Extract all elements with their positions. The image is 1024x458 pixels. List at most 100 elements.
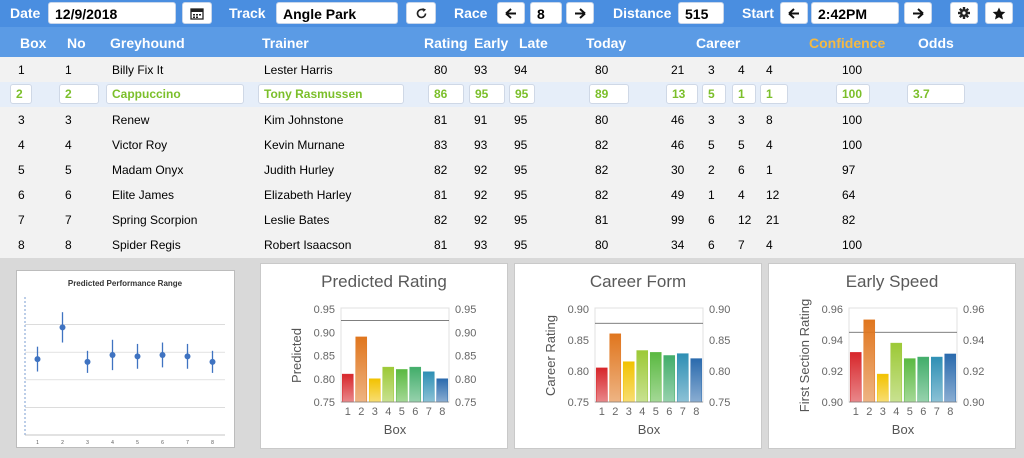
x-tick-label: 2 — [358, 406, 364, 418]
tick-label: 3 — [86, 440, 89, 446]
table-row[interactable]: 6 6 Elite James Elizabeth Harley 81 92 9… — [0, 182, 1024, 207]
cell-trainer: Tony Rasmussen — [258, 84, 404, 104]
cell-today: 82 — [595, 138, 609, 152]
y2-tick-label: 0.90 — [455, 327, 476, 339]
bar — [690, 358, 703, 403]
col-no[interactable]: No — [67, 35, 86, 51]
cell-greyhound: Victor Roy — [112, 138, 168, 152]
cell-greyhound: Spider Regis — [112, 238, 181, 252]
cell-confidence: 100 — [842, 63, 863, 77]
x-tick-label: 7 — [426, 406, 432, 418]
table-row[interactable]: 1 1 Billy Fix It Lester Harris 80 93 94 … — [0, 57, 1024, 82]
arrow-left-icon — [788, 7, 799, 19]
col-career[interactable]: Career — [696, 35, 741, 51]
cell-career-starts: 30 — [671, 163, 685, 177]
start-next-button[interactable] — [904, 2, 932, 24]
cell-today: 80 — [595, 63, 609, 77]
x-tick-label: 4 — [893, 406, 899, 418]
x-tick-label: 8 — [439, 406, 445, 418]
y-tick-label: 0.75 — [568, 397, 589, 409]
bar — [676, 353, 689, 403]
race-prev-button[interactable] — [497, 2, 525, 24]
cell-trainer: Elizabeth Harley — [264, 188, 352, 202]
tick-label: 1 — [36, 440, 39, 446]
toolbar: Date 12/9/2018 Track Angle Park Race 8 D… — [0, 0, 1024, 27]
refresh-icon[interactable] — [406, 2, 436, 24]
y2-tick-label: 0.85 — [455, 351, 476, 363]
cell-rating: 82 — [434, 163, 448, 177]
predicted-rating-chart: 0.75 0.75 0.80 0.80 0.85 0.85 0.90 0.90 0.95 0.95… — [289, 304, 476, 437]
cell-today: 89 — [589, 84, 629, 104]
col-confidence[interactable]: Confidence — [809, 35, 886, 51]
cell-greyhound: Billy Fix It — [112, 63, 164, 77]
col-early[interactable]: Early — [474, 35, 509, 51]
distance-input[interactable]: 515 — [678, 2, 724, 24]
cell-career-thirds: 4 — [766, 138, 773, 152]
x-tick-label: 2 — [612, 406, 618, 418]
table-row[interactable]: 8 8 Spider Regis Robert Isaacson 81 93 9… — [0, 232, 1024, 257]
tick-label: 4 — [111, 440, 114, 446]
col-trainer[interactable]: Trainer — [262, 35, 309, 51]
cell-early: 93 — [474, 238, 488, 252]
cell-career-thirds: 12 — [766, 188, 780, 202]
track-input[interactable]: Angle Park — [276, 2, 398, 24]
cell-late: 95 — [509, 84, 535, 104]
bar — [436, 378, 449, 403]
bar — [903, 358, 916, 403]
table-row[interactable]: 5 5 Madam Onyx Judith Hurley 82 92 95 82… — [0, 157, 1024, 182]
cell-career-starts: 13 — [666, 84, 698, 104]
cell-early: 92 — [474, 188, 488, 202]
date-input[interactable]: 12/9/2018 — [48, 2, 176, 24]
tick-label: 5 — [136, 440, 139, 446]
cell-box: 7 — [18, 213, 25, 227]
col-rating[interactable]: Rating — [424, 35, 468, 51]
col-odds[interactable]: Odds — [918, 35, 954, 51]
start-prev-button[interactable] — [780, 2, 808, 24]
race-label: Race — [454, 5, 488, 21]
col-today[interactable]: Today — [586, 35, 627, 51]
col-box[interactable]: Box — [20, 35, 47, 51]
y-tick-label: 0.90 — [314, 327, 335, 339]
calendar-icon[interactable] — [182, 2, 212, 24]
y-tick-label: 0.80 — [568, 366, 589, 378]
x-tick-label: 5 — [907, 406, 913, 418]
table-row[interactable]: 4 4 Victor Roy Kevin Murnane 83 93 95 82… — [0, 132, 1024, 157]
tick-label: 8 — [211, 440, 214, 446]
data-point — [84, 358, 91, 365]
cell-today: 82 — [595, 163, 609, 177]
race-input[interactable]: 8 — [530, 2, 562, 24]
cell-early: 92 — [474, 163, 488, 177]
col-late[interactable]: Late — [519, 35, 548, 51]
cell-career-wins: 3 — [708, 63, 715, 77]
y-tick-label: 0.92 — [822, 366, 843, 378]
x-tick-label: 8 — [947, 406, 953, 418]
table-row[interactable]: 3 3 Renew Kim Johnstone 81 91 95 80 46 3… — [0, 107, 1024, 132]
cell-late: 95 — [514, 138, 528, 152]
bar — [649, 352, 662, 403]
gear-icon[interactable] — [950, 2, 978, 24]
table-row[interactable]: 7 7 Spring Scorpion Leslie Bates 82 92 9… — [0, 207, 1024, 232]
x-tick-label: 4 — [639, 406, 645, 418]
data-point — [159, 351, 166, 358]
cell-early: 93 — [474, 138, 488, 152]
data-point — [209, 358, 216, 365]
chart-title: Predicted Performance Range — [68, 279, 183, 288]
cell-confidence: 82 — [842, 213, 856, 227]
start-input[interactable]: 2:42PM — [811, 2, 899, 24]
bar — [876, 373, 889, 403]
y-tick-label: 0.80 — [314, 374, 335, 386]
cell-career-seconds: 6 — [738, 163, 745, 177]
cell-trainer: Kim Johnstone — [264, 113, 344, 127]
cell-box: 1 — [18, 63, 25, 77]
star-icon[interactable] — [985, 2, 1013, 24]
x-tick-label: 3 — [626, 406, 632, 418]
x-tick-label: 6 — [666, 406, 672, 418]
col-greyhound[interactable]: Greyhound — [110, 35, 185, 51]
y2-tick-label: 0.90 — [963, 397, 984, 409]
cell-confidence: 100 — [836, 84, 870, 104]
y-axis-label: Career Rating — [543, 315, 558, 396]
cell-career-seconds: 5 — [738, 138, 745, 152]
cell-rating: 80 — [434, 63, 448, 77]
table-row-selected[interactable]: 2 2 Cappuccino Tony Rasmussen 86 95 95 8… — [0, 82, 1024, 107]
race-next-button[interactable] — [566, 2, 594, 24]
